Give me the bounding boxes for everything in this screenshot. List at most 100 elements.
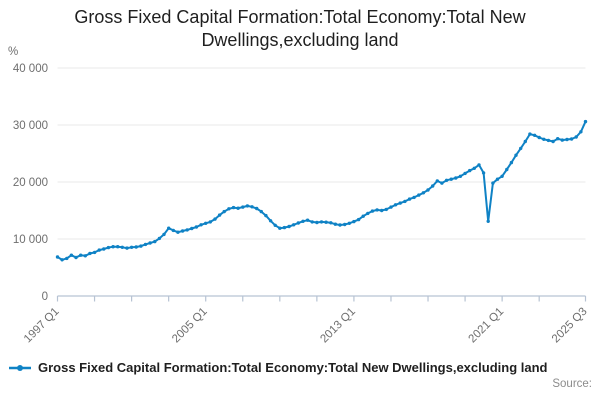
y-tick-label: 0 (42, 291, 48, 303)
data-point-marker (231, 205, 236, 210)
data-point-marker (463, 171, 467, 176)
data-point-marker (454, 176, 458, 180)
legend: Gross Fixed Capital Formation:Total Econ… (8, 360, 547, 375)
data-point-marker (134, 245, 138, 249)
data-point-marker (259, 209, 263, 214)
data-point-marker (55, 255, 60, 259)
data-point-marker (370, 209, 375, 213)
data-point-marker (565, 137, 569, 142)
y-tick-label: 30 000 (13, 120, 48, 132)
data-point-marker (528, 132, 532, 136)
x-tick-label: 2021 Q1 (467, 306, 507, 346)
data-point-marker (157, 236, 162, 241)
data-point-marker (495, 177, 500, 181)
data-point-marker (398, 201, 402, 205)
y-axis-unit-label: % (8, 46, 19, 58)
data-point-marker (417, 193, 421, 197)
data-point-marker (426, 188, 430, 192)
data-point-marker (472, 166, 476, 170)
data-point-marker (236, 206, 240, 210)
data-point-marker (204, 221, 208, 225)
data-point-marker (421, 191, 426, 195)
data-point-marker (319, 220, 324, 224)
data-point-marker (213, 217, 217, 221)
data-point-marker (356, 217, 361, 222)
data-point-marker (509, 160, 514, 165)
data-point-marker (79, 253, 83, 257)
timeseries-chart: 0 10 000 20 000 30 000 40 000 1997 Q1 2005 Q1 2… (13, 63, 590, 346)
data-point-marker (500, 174, 504, 178)
data-point-marker (185, 228, 189, 232)
data-point-marker (92, 250, 97, 255)
data-point-marker (481, 171, 486, 175)
data-point-marker (366, 211, 370, 216)
x-tick-label: 2005 Q1 (170, 306, 210, 346)
data-point-marker (167, 226, 171, 230)
data-point-marker (102, 247, 106, 251)
data-point-marker (88, 251, 92, 256)
data-point-marker (60, 258, 64, 262)
data-point-marker (106, 245, 111, 250)
data-point-marker (407, 197, 412, 201)
data-point-marker (324, 220, 328, 224)
data-point-marker (120, 245, 125, 249)
data-point-marker (551, 139, 555, 144)
data-point-marker (574, 135, 578, 139)
data-point-marker (282, 225, 287, 230)
data-point-marker (560, 138, 564, 142)
data-point-marker (315, 220, 319, 225)
data-point-marker (111, 245, 115, 249)
data-point-marker (514, 153, 518, 157)
source-label: Source: (552, 378, 592, 390)
data-point-marker (412, 195, 416, 200)
data-point-marker (393, 203, 398, 207)
data-point-marker (556, 137, 560, 141)
data-point-marker (292, 223, 296, 227)
data-point-marker (199, 223, 203, 227)
data-point-marker (546, 138, 551, 143)
data-point-marker (542, 137, 546, 141)
data-point-marker (287, 224, 291, 229)
data-point-marker (264, 213, 268, 218)
data-point-marker (468, 168, 472, 173)
data-point-marker (129, 245, 134, 249)
data-point-marker (389, 205, 393, 209)
y-tick-label: 20 000 (13, 177, 48, 189)
x-tick-label: 1997 Q1 (22, 306, 62, 346)
y-tick-label: 10 000 (13, 234, 48, 246)
data-point-marker (83, 254, 88, 258)
legend-line-marker-icon (9, 364, 31, 371)
data-point-marker (74, 255, 78, 260)
data-point-marker (255, 206, 259, 211)
data-point-marker (245, 204, 250, 208)
data-point-marker (486, 219, 490, 223)
data-point-marker (208, 220, 212, 224)
data-point-marker (171, 228, 175, 233)
data-point-marker (431, 184, 435, 188)
data-point-marker (301, 219, 305, 223)
data-point-marker (241, 205, 245, 209)
data-point-marker (310, 220, 314, 224)
data-point-marker (227, 207, 231, 211)
legend-series-label: Gross Fixed Capital Formation:Total Econ… (38, 360, 548, 375)
data-point-marker (222, 209, 226, 214)
data-point-marker (180, 229, 185, 233)
x-tick-label: 2013 Q1 (318, 306, 358, 346)
data-point-marker (139, 244, 143, 248)
data-point-marker (347, 221, 351, 225)
data-point-marker (375, 208, 379, 212)
data-point-marker (343, 222, 347, 227)
chart-title: Gross Fixed Capital Formation:Total Econ… (74, 7, 526, 50)
data-point-marker (435, 179, 439, 183)
data-point-marker (162, 232, 166, 237)
data-point-marker (268, 219, 273, 223)
data-point-marker (403, 199, 407, 204)
data-point-marker (65, 256, 69, 261)
data-point-marker (69, 253, 74, 257)
data-point-marker (97, 248, 101, 252)
x-tick-label: 2025 Q3 (550, 306, 590, 346)
data-point-marker (444, 178, 449, 182)
data-point-marker (532, 133, 537, 137)
data-point-marker (125, 246, 129, 250)
